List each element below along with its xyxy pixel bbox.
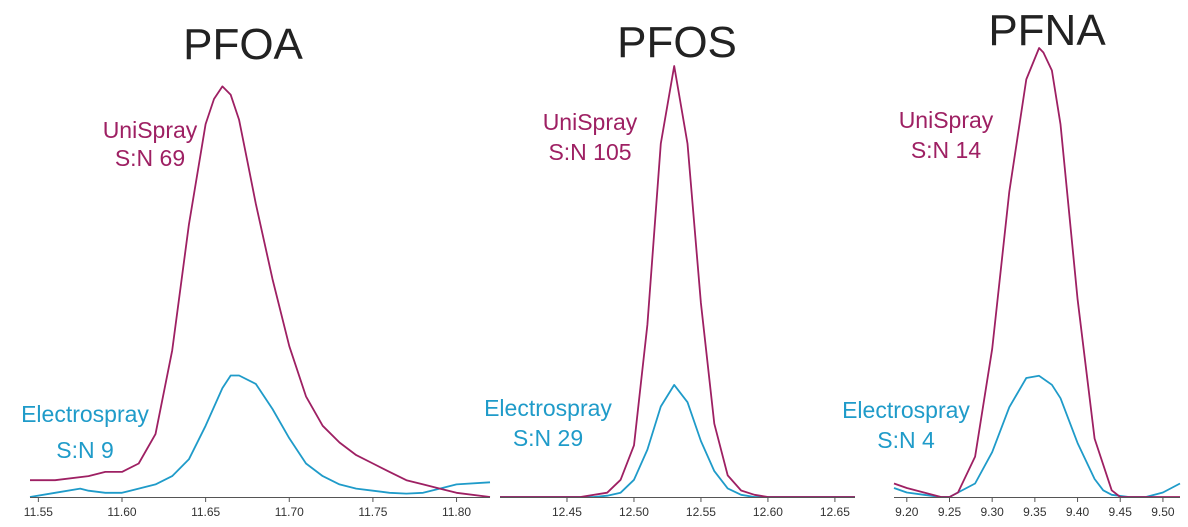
x-tick-label: 12.60: [753, 505, 783, 519]
x-tick-label: 11.70: [275, 505, 304, 519]
unispray-trace: [30, 85, 491, 498]
panel-pfoa: PFOA UniSpray S:N 69 Electrospray S:N 9 …: [21, 20, 491, 519]
electrospray-trace: [500, 384, 855, 498]
panel-pfna: PFNA UniSpray S:N 14 Electrospray S:N 4 …: [842, 6, 1181, 519]
x-tick-label: 12.65: [820, 505, 850, 519]
unispray-sn-label: S:N 105: [548, 139, 631, 165]
x-tick-label: 12.55: [686, 505, 716, 519]
x-tick-label: 9.50: [1151, 505, 1175, 519]
x-tick-label: 9.30: [980, 505, 1004, 519]
panel-pfos: PFOS UniSpray S:N 105 Electrospray S:N 2…: [484, 18, 855, 519]
x-tick-label: 9.25: [938, 505, 962, 519]
x-tick-label: 9.40: [1066, 505, 1090, 519]
electrospray-label: Electrospray: [842, 397, 970, 423]
x-tick-label: 9.45: [1109, 505, 1133, 519]
electrospray-sn-label: S:N 29: [513, 425, 583, 451]
x-tick-label: 11.55: [24, 505, 53, 519]
unispray-trace: [500, 65, 855, 498]
chart-title: PFOS: [617, 18, 737, 67]
electrospray-sn-label: S:N 4: [877, 427, 935, 453]
unispray-label: UniSpray: [103, 117, 198, 143]
x-tick-label: 11.80: [442, 505, 471, 519]
x-tick-label: 9.35: [1023, 505, 1047, 519]
electrospray-trace: [893, 374, 1181, 498]
x-tick-label: 11.65: [191, 505, 220, 519]
unispray-sn-label: S:N 14: [911, 137, 982, 163]
x-tick-label: 12.45: [552, 505, 582, 519]
chart-title: PFOA: [183, 20, 303, 69]
chart-title: PFNA: [988, 6, 1106, 55]
unispray-sn-label: S:N 69: [115, 145, 185, 171]
electrospray-sn-label: S:N 9: [56, 437, 114, 463]
unispray-label: UniSpray: [899, 107, 994, 133]
x-tick-label: 11.60: [107, 505, 136, 519]
x-tick-label: 9.20: [895, 505, 919, 519]
electrospray-label: Electrospray: [21, 401, 149, 427]
x-tick-label: 12.50: [619, 505, 649, 519]
electrospray-trace: [29, 374, 491, 498]
unispray-label: UniSpray: [543, 109, 638, 135]
x-tick-label: 11.75: [358, 505, 387, 519]
electrospray-label: Electrospray: [484, 395, 612, 421]
